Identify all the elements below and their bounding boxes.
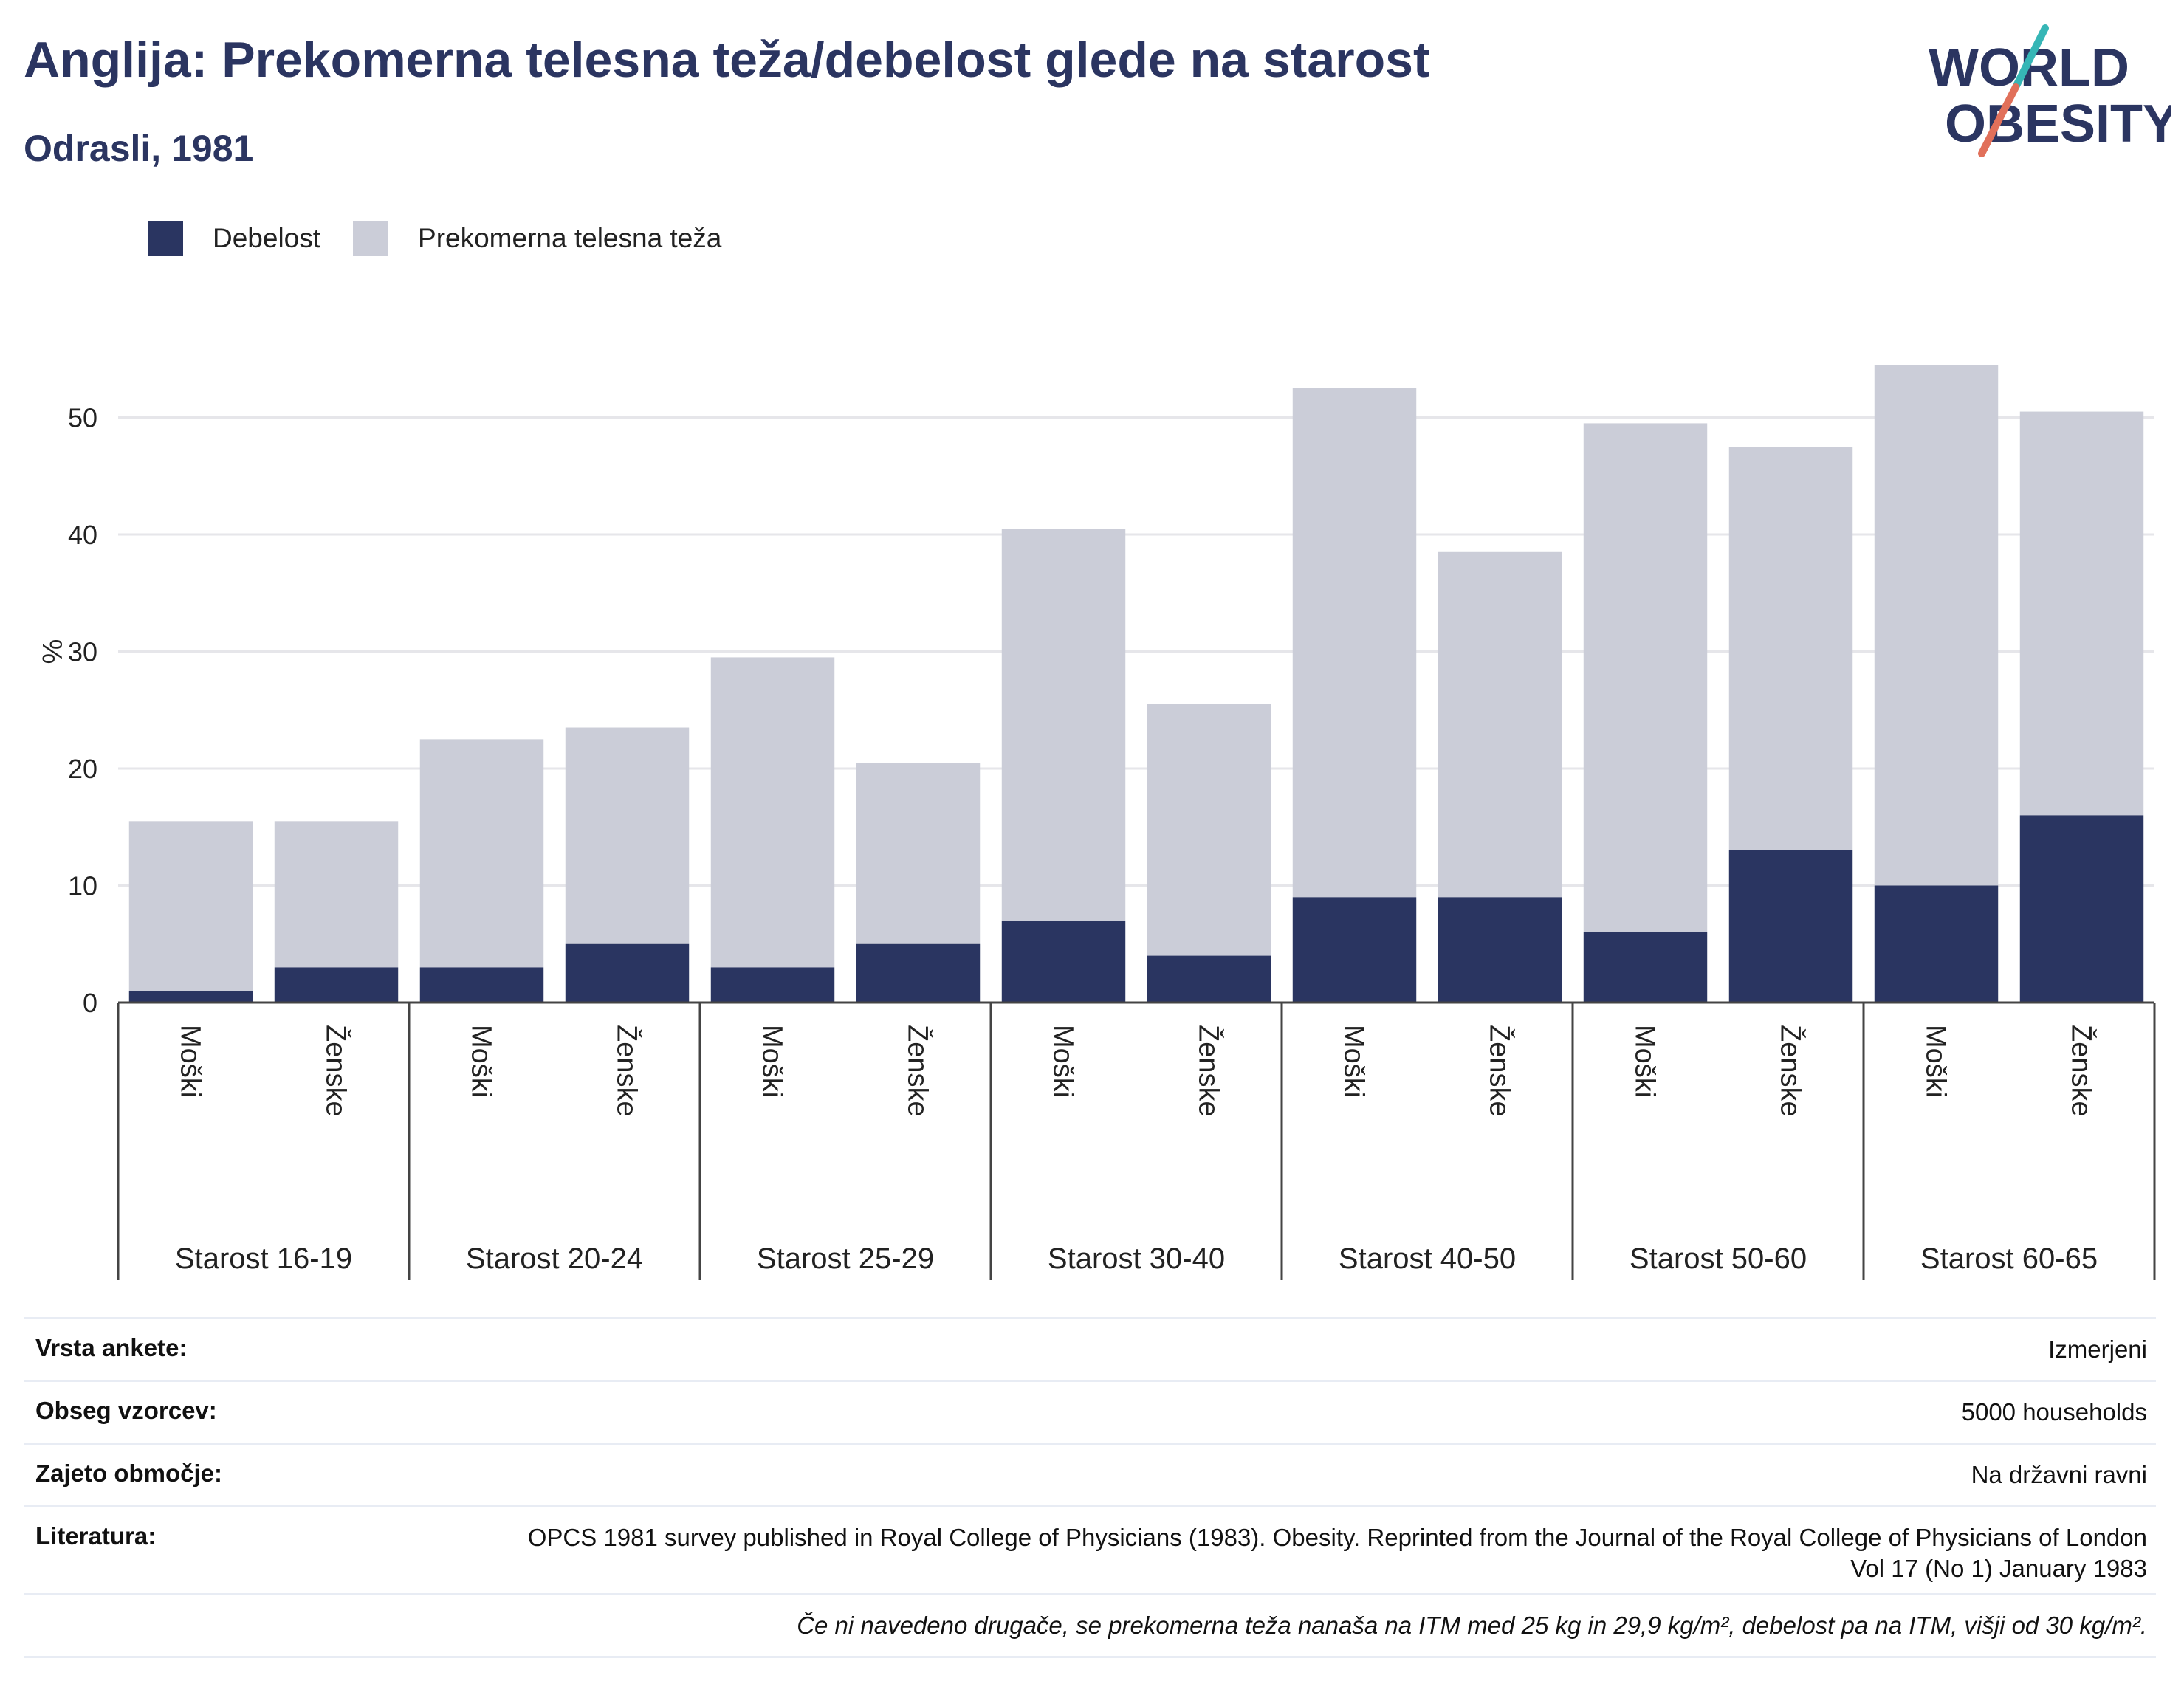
y-tick-label: 30 [68,637,97,667]
bar-overweight [710,657,835,968]
logo-slash-coral [1978,83,2019,157]
legend-swatch-overweight [353,221,389,256]
bar-obesity [1001,921,1126,1003]
bar-overweight [1438,551,1562,898]
x-tick-label: Ženske [320,1025,352,1117]
chart-title: Anglija: Prekomerna telesna teža/debelos… [24,32,1430,88]
x-tick-label: Ženske [1193,1025,1225,1117]
x-tick-label: Ženske [1484,1025,1516,1117]
group-label: Starost 40-50 [1339,1242,1516,1275]
y-tick-label: 40 [68,520,97,550]
logo-text-line2: OBESITY [1945,94,2171,154]
x-tick-label: Ženske [1775,1025,1807,1117]
logo-slash-teal [2012,24,2049,91]
x-tick-label: Ženske [611,1025,643,1117]
reference-value[interactable]: OPCS 1981 survey published in Royal Coll… [527,1524,2147,1582]
x-tick-label: Moški [466,1025,497,1098]
y-tick-label: 10 [68,871,97,901]
survey-row-type: Vrsta ankete: Izmerjeni [24,1317,2156,1380]
group-label: Starost 50-60 [1630,1242,1807,1275]
survey-type-label: Vrsta ankete: [35,1334,188,1361]
bar-obesity [1438,897,1562,1003]
bar-obesity [274,967,399,1003]
legend-swatch-obesity [148,221,183,256]
bar-obesity [856,943,981,1003]
bar-overweight [1292,388,1417,898]
stacked-bar-chart: 0 10 20 30 40 50% Moški Ženske Moški Ženske Moški Ž… [36,365,2156,1280]
y-axis-label: % [36,639,67,664]
y-tick-label: 0 [83,988,97,1018]
chart-legend: Debelost Prekomerna telesna teža [148,220,754,257]
bar-obesity [1874,885,1999,1003]
x-tick-label: Ženske [2066,1025,2098,1117]
bar-obesity [565,943,690,1003]
coverage-label: Zajeto območje: [35,1460,223,1487]
legend-item-overweight[interactable]: Prekomerna telesna teža [353,221,721,256]
group-label: Starost 25-29 [757,1242,934,1275]
y-tick-label: 20 [68,754,97,784]
x-tick-label: Moški [1920,1025,1951,1098]
survey-row-coverage: Zajeto območje: Na državni ravni [24,1443,2156,1505]
sample-size-value: 5000 households [1961,1398,2147,1426]
bar-obesity [1583,932,1708,1003]
x-tick-label: Moški [1630,1025,1661,1098]
bar-obesity [2019,815,2144,1003]
bar-obesity [710,967,835,1003]
bar-obesity [1147,955,1271,1003]
chart-subtitle: Odrasli, 1981 [24,128,254,169]
x-tick-label: Moški [757,1025,788,1098]
group-label: Starost 16-19 [175,1242,352,1275]
survey-row-note: Če ni navedeno drugače, se prekomerna te… [24,1593,2156,1658]
survey-row-reference: Literatura: OPCS 1981 survey published i… [24,1505,2156,1593]
bar-obesity [1292,897,1417,1003]
sample-size-label: Obseg vzorcev: [35,1397,217,1424]
bar-overweight [274,821,399,968]
bar-overweight [419,739,544,968]
survey-type-value: Izmerjeni [2048,1335,2147,1363]
group-label: Starost 30-40 [1048,1242,1225,1275]
bar-overweight [1001,529,1126,921]
bar-obesity [419,967,544,1003]
bar-obesity [128,991,253,1003]
survey-info-table: Vrsta ankete: Izmerjeni Obseg vzorcev: 5… [24,1317,2156,1658]
bar-overweight [1874,365,1999,886]
coverage-value: Na državni ravni [1971,1461,2147,1488]
survey-row-sample: Obseg vzorcev: 5000 households [24,1380,2156,1443]
x-tick-label: Ženske [902,1025,934,1117]
definition-note: Če ni navedeno drugače, se prekomerna te… [797,1612,2147,1639]
bar-overweight [1147,704,1271,956]
bar-overweight [128,821,253,991]
group-label: Starost 20-24 [466,1242,643,1275]
x-tick-label: Moški [175,1025,206,1098]
y-tick-label: 50 [68,403,97,433]
world-obesity-logo: WORLD OBESITY [1929,24,2171,157]
legend-label-overweight: Prekomerna telesna teža [418,223,722,253]
reference-label: Literatura: [35,1522,157,1550]
x-tick-label: Moški [1339,1025,1370,1098]
legend-item-obesity[interactable]: Debelost [148,221,320,256]
x-tick-label: Moški [1048,1025,1079,1098]
bar-overweight [856,763,981,944]
group-label: Starost 60-65 [1920,1242,2098,1275]
bar-overweight [1728,447,1853,850]
bar-obesity [1728,850,1853,1003]
bar-overweight [1583,423,1708,932]
bar-overweight [2019,411,2144,816]
bar-overweight [565,727,690,944]
legend-label-obesity: Debelost [213,223,321,253]
